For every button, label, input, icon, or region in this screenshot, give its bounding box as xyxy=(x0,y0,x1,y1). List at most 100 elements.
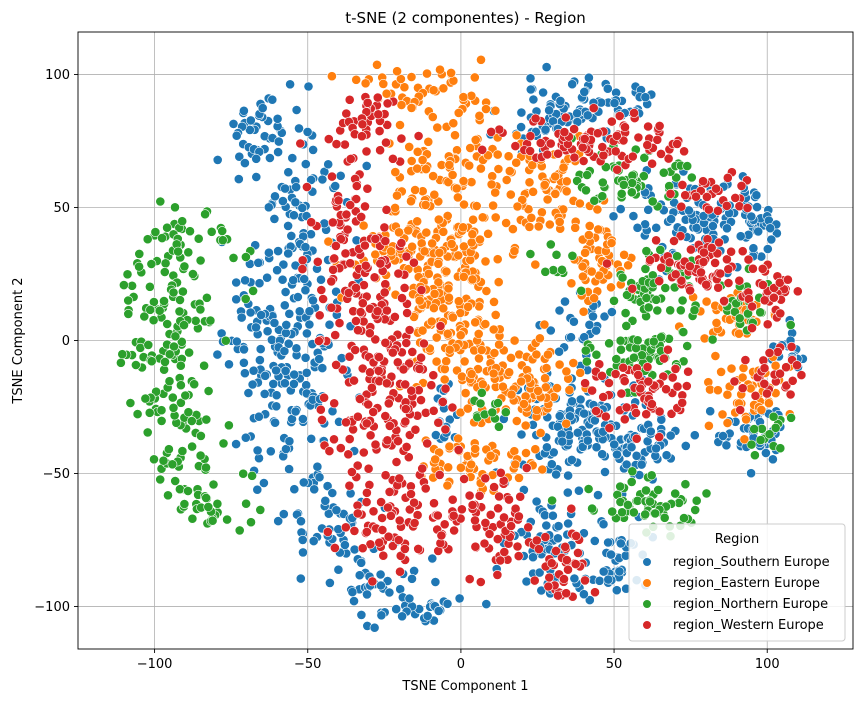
data-point xyxy=(476,345,487,355)
data-point xyxy=(145,304,156,315)
data-point xyxy=(356,610,367,620)
data-point xyxy=(367,576,378,587)
data-point xyxy=(537,207,547,218)
data-point xyxy=(509,246,520,256)
data-point xyxy=(291,182,301,192)
data-point xyxy=(278,509,289,519)
data-point xyxy=(606,238,617,248)
data-point xyxy=(597,370,607,381)
data-point xyxy=(521,448,531,458)
data-point xyxy=(383,531,394,542)
data-point xyxy=(317,363,328,373)
data-point xyxy=(467,500,478,510)
data-point xyxy=(525,131,536,141)
data-point xyxy=(660,283,671,293)
data-point xyxy=(201,414,212,425)
data-point xyxy=(155,474,166,485)
data-point xyxy=(212,154,223,165)
data-point xyxy=(352,460,363,471)
data-point xyxy=(506,521,516,531)
data-point xyxy=(575,367,586,378)
data-point xyxy=(273,136,284,147)
data-point xyxy=(592,128,603,139)
data-point xyxy=(641,293,652,303)
data-point xyxy=(422,611,433,621)
data-point xyxy=(177,446,188,456)
data-point xyxy=(267,94,278,105)
x-tick-label: −100 xyxy=(137,657,173,672)
data-point xyxy=(168,287,179,298)
data-point xyxy=(599,311,610,322)
data-point xyxy=(607,506,618,517)
data-point xyxy=(360,78,371,89)
data-point xyxy=(676,275,687,286)
data-point xyxy=(647,158,657,169)
data-point xyxy=(361,497,372,507)
data-point xyxy=(361,487,372,498)
data-point xyxy=(387,541,398,551)
data-point xyxy=(428,405,439,416)
data-point xyxy=(559,574,569,584)
data-point xyxy=(785,319,796,330)
data-point xyxy=(621,459,632,470)
data-point xyxy=(279,346,290,356)
data-point xyxy=(403,452,414,463)
data-point xyxy=(356,131,367,142)
data-point xyxy=(346,467,357,477)
y-tick-label: 0 xyxy=(62,334,70,349)
data-point xyxy=(487,407,498,418)
data-point xyxy=(381,88,392,99)
data-point xyxy=(376,497,386,507)
data-point xyxy=(637,350,647,361)
data-point xyxy=(723,278,734,288)
data-point xyxy=(467,274,478,285)
data-point xyxy=(335,234,346,244)
data-point xyxy=(680,440,691,451)
data-point xyxy=(287,153,298,163)
legend-title: Region xyxy=(715,532,760,547)
data-point xyxy=(312,461,323,472)
data-point xyxy=(427,112,438,122)
data-point xyxy=(218,438,229,449)
data-point xyxy=(751,190,762,201)
data-point xyxy=(516,122,526,132)
data-point xyxy=(567,79,578,90)
data-point xyxy=(280,287,291,297)
data-point xyxy=(758,279,768,290)
data-point xyxy=(292,292,303,302)
data-point xyxy=(590,587,600,598)
data-point xyxy=(285,79,295,90)
y-tick-label: 100 xyxy=(45,68,70,83)
data-point xyxy=(494,339,504,350)
data-point xyxy=(241,498,251,509)
data-point xyxy=(691,222,702,233)
data-point xyxy=(572,427,583,438)
data-point xyxy=(542,442,552,453)
data-point xyxy=(441,356,452,367)
data-point xyxy=(466,177,477,187)
data-point xyxy=(748,243,759,254)
data-point xyxy=(675,305,686,316)
data-point xyxy=(326,71,337,82)
data-point xyxy=(504,494,514,505)
data-point xyxy=(407,573,417,584)
data-point xyxy=(753,226,764,237)
data-point xyxy=(504,166,515,176)
data-point xyxy=(485,450,496,461)
data-point xyxy=(268,378,279,389)
data-point xyxy=(715,268,726,279)
data-point xyxy=(399,82,410,93)
data-point xyxy=(770,360,781,371)
data-point xyxy=(783,274,793,285)
data-point xyxy=(357,298,368,309)
data-point xyxy=(608,211,619,222)
data-point xyxy=(493,164,504,174)
data-point xyxy=(240,252,251,262)
data-point xyxy=(393,535,404,545)
data-point xyxy=(426,380,437,391)
data-point xyxy=(489,348,500,358)
data-point xyxy=(487,171,498,182)
data-point xyxy=(666,214,676,224)
data-point xyxy=(351,316,361,326)
data-point xyxy=(431,356,442,367)
